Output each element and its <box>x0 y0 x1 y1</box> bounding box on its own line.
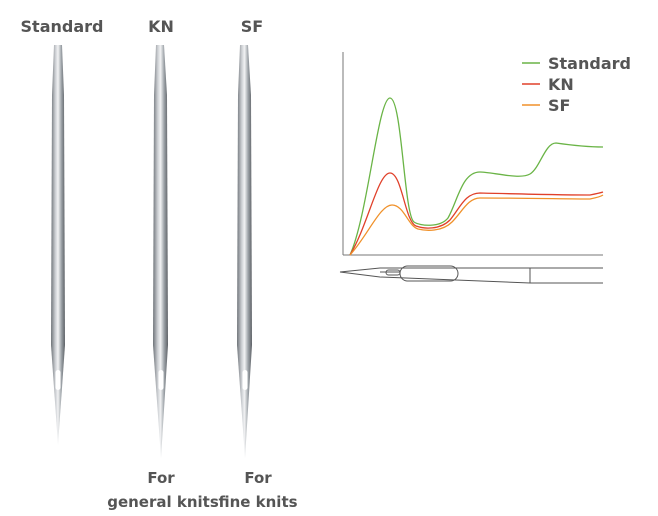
needle-caption: For <box>244 469 272 487</box>
legend-label: SF <box>548 96 570 115</box>
curve <box>349 194 604 256</box>
needle-kn <box>153 45 168 458</box>
needle-caption: general knits <box>107 493 219 511</box>
needle-caption: For <box>147 469 175 487</box>
legend: Standard KN SF <box>522 54 631 115</box>
legend-label: Standard <box>548 54 631 73</box>
needle-label: KN <box>148 17 174 36</box>
needle-standard <box>51 45 65 445</box>
legend-label: KN <box>548 75 574 94</box>
needle-sf <box>237 45 252 458</box>
needle-side <box>339 265 603 284</box>
needle-caption: fine knits <box>218 493 297 511</box>
needle-label: SF <box>241 17 263 36</box>
curve <box>349 97 604 256</box>
needle-label: Standard <box>21 17 104 36</box>
curve <box>349 172 604 256</box>
